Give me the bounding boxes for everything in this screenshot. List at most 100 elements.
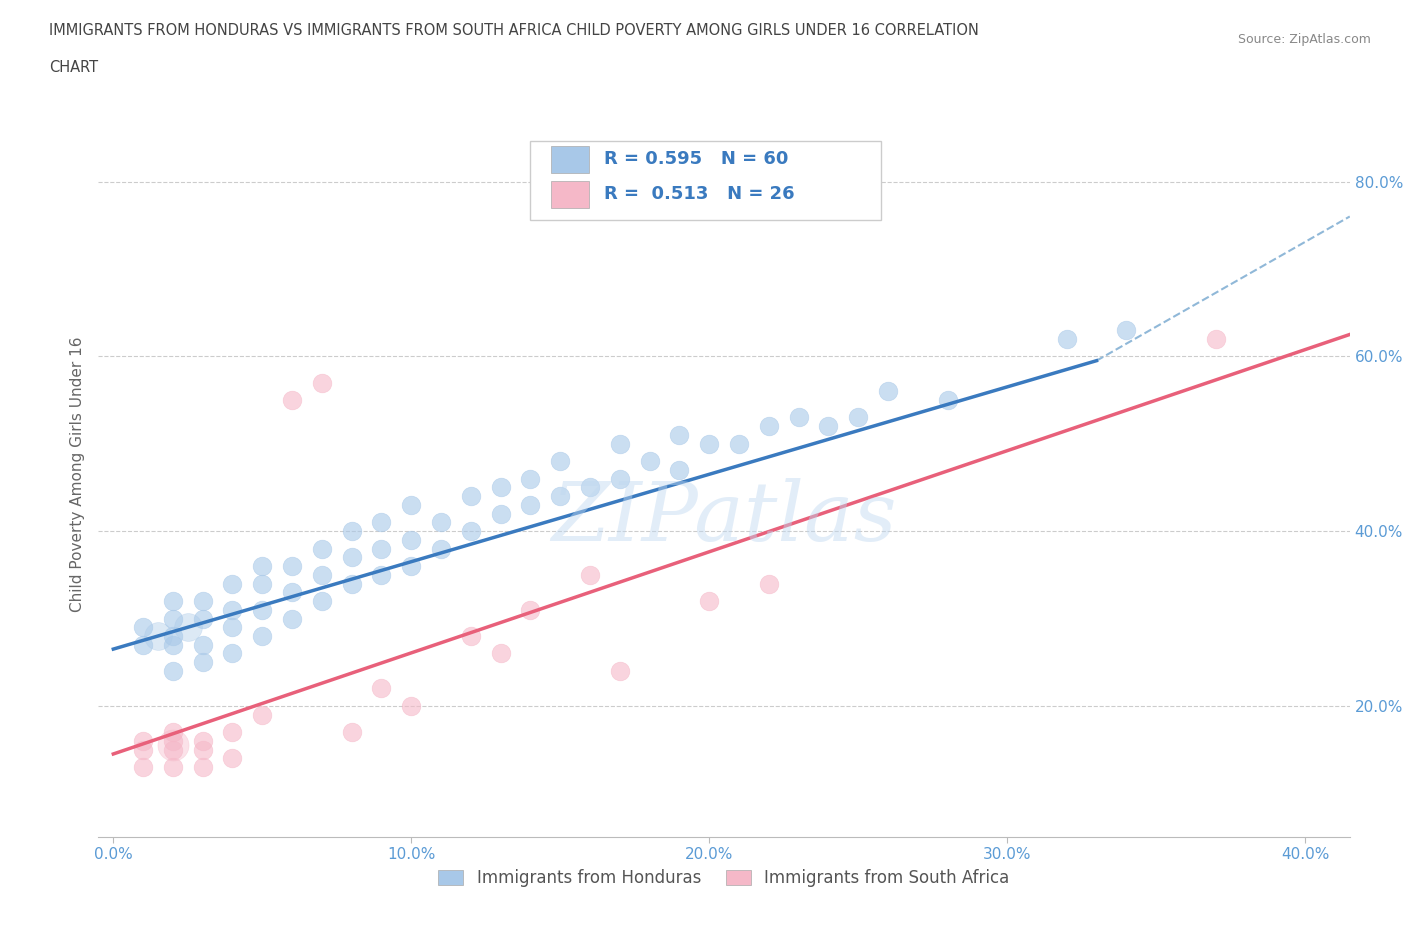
Point xyxy=(132,760,155,775)
Point xyxy=(519,603,541,618)
Point xyxy=(579,567,602,582)
Point xyxy=(579,480,602,495)
Point xyxy=(162,734,184,749)
Point xyxy=(221,619,243,634)
Point xyxy=(191,593,214,608)
Point xyxy=(177,619,200,634)
Point xyxy=(162,611,184,626)
Bar xyxy=(551,146,589,173)
Point xyxy=(221,646,243,661)
Point xyxy=(221,576,243,591)
Point xyxy=(401,698,423,713)
Point xyxy=(609,436,631,451)
Text: CHART: CHART xyxy=(49,60,98,75)
Point xyxy=(638,454,661,469)
Point xyxy=(221,724,243,739)
Bar xyxy=(551,180,589,208)
Point xyxy=(191,742,214,757)
Point xyxy=(370,541,392,556)
Point xyxy=(936,392,959,407)
Point xyxy=(252,559,274,574)
Point xyxy=(519,498,541,512)
Point xyxy=(221,603,243,618)
Point xyxy=(460,524,482,538)
Point xyxy=(191,734,214,749)
Point xyxy=(401,532,423,547)
Point xyxy=(162,629,184,644)
Point xyxy=(311,375,333,390)
Point xyxy=(162,593,184,608)
Point xyxy=(162,724,184,739)
Point xyxy=(787,410,810,425)
Point xyxy=(162,742,184,757)
Point xyxy=(668,428,690,443)
Legend: Immigrants from Honduras, Immigrants from South Africa: Immigrants from Honduras, Immigrants fro… xyxy=(432,863,1017,894)
Point xyxy=(132,619,155,634)
Point xyxy=(430,541,453,556)
Point xyxy=(221,751,243,765)
Point xyxy=(430,515,453,530)
Point xyxy=(609,472,631,486)
Point xyxy=(370,515,392,530)
Point xyxy=(191,611,214,626)
Point xyxy=(489,646,512,661)
Point xyxy=(281,585,304,600)
Point xyxy=(609,663,631,678)
Point xyxy=(162,760,184,775)
Point xyxy=(311,541,333,556)
Point xyxy=(162,663,184,678)
Point xyxy=(668,462,690,477)
Point xyxy=(132,742,155,757)
Point xyxy=(162,637,184,652)
Point xyxy=(252,603,274,618)
Point xyxy=(252,576,274,591)
Text: ZIPatlas: ZIPatlas xyxy=(551,478,897,558)
Point xyxy=(519,472,541,486)
Point xyxy=(877,384,900,399)
Point xyxy=(401,559,423,574)
Point xyxy=(697,436,720,451)
Point xyxy=(132,637,155,652)
Point xyxy=(191,655,214,670)
Point xyxy=(340,724,363,739)
Point xyxy=(132,734,155,749)
Point xyxy=(548,488,571,503)
Point xyxy=(1056,331,1078,346)
FancyBboxPatch shape xyxy=(530,140,880,220)
Point xyxy=(846,410,869,425)
Point xyxy=(340,576,363,591)
Point xyxy=(548,454,571,469)
Point xyxy=(817,418,839,433)
Point xyxy=(340,524,363,538)
Text: R = 0.595   N = 60: R = 0.595 N = 60 xyxy=(605,151,789,168)
Text: R =  0.513   N = 26: R = 0.513 N = 26 xyxy=(605,185,794,204)
Text: IMMIGRANTS FROM HONDURAS VS IMMIGRANTS FROM SOUTH AFRICA CHILD POVERTY AMONG GIR: IMMIGRANTS FROM HONDURAS VS IMMIGRANTS F… xyxy=(49,23,979,38)
Point xyxy=(460,488,482,503)
Point xyxy=(191,760,214,775)
Point xyxy=(252,629,274,644)
Point xyxy=(281,559,304,574)
Point xyxy=(697,593,720,608)
Text: Source: ZipAtlas.com: Source: ZipAtlas.com xyxy=(1237,33,1371,46)
Point xyxy=(728,436,751,451)
Y-axis label: Child Poverty Among Girls Under 16: Child Poverty Among Girls Under 16 xyxy=(69,337,84,612)
Point xyxy=(489,480,512,495)
Point xyxy=(311,593,333,608)
Point xyxy=(758,418,780,433)
Point xyxy=(281,392,304,407)
Point xyxy=(460,629,482,644)
Point xyxy=(1205,331,1227,346)
Point xyxy=(1115,323,1137,338)
Point xyxy=(401,498,423,512)
Point xyxy=(340,550,363,565)
Point xyxy=(489,506,512,521)
Point xyxy=(281,611,304,626)
Point xyxy=(311,567,333,582)
Point xyxy=(162,737,184,752)
Point xyxy=(758,576,780,591)
Point xyxy=(370,567,392,582)
Point xyxy=(146,629,169,644)
Point xyxy=(191,637,214,652)
Point xyxy=(370,681,392,696)
Point xyxy=(252,707,274,722)
